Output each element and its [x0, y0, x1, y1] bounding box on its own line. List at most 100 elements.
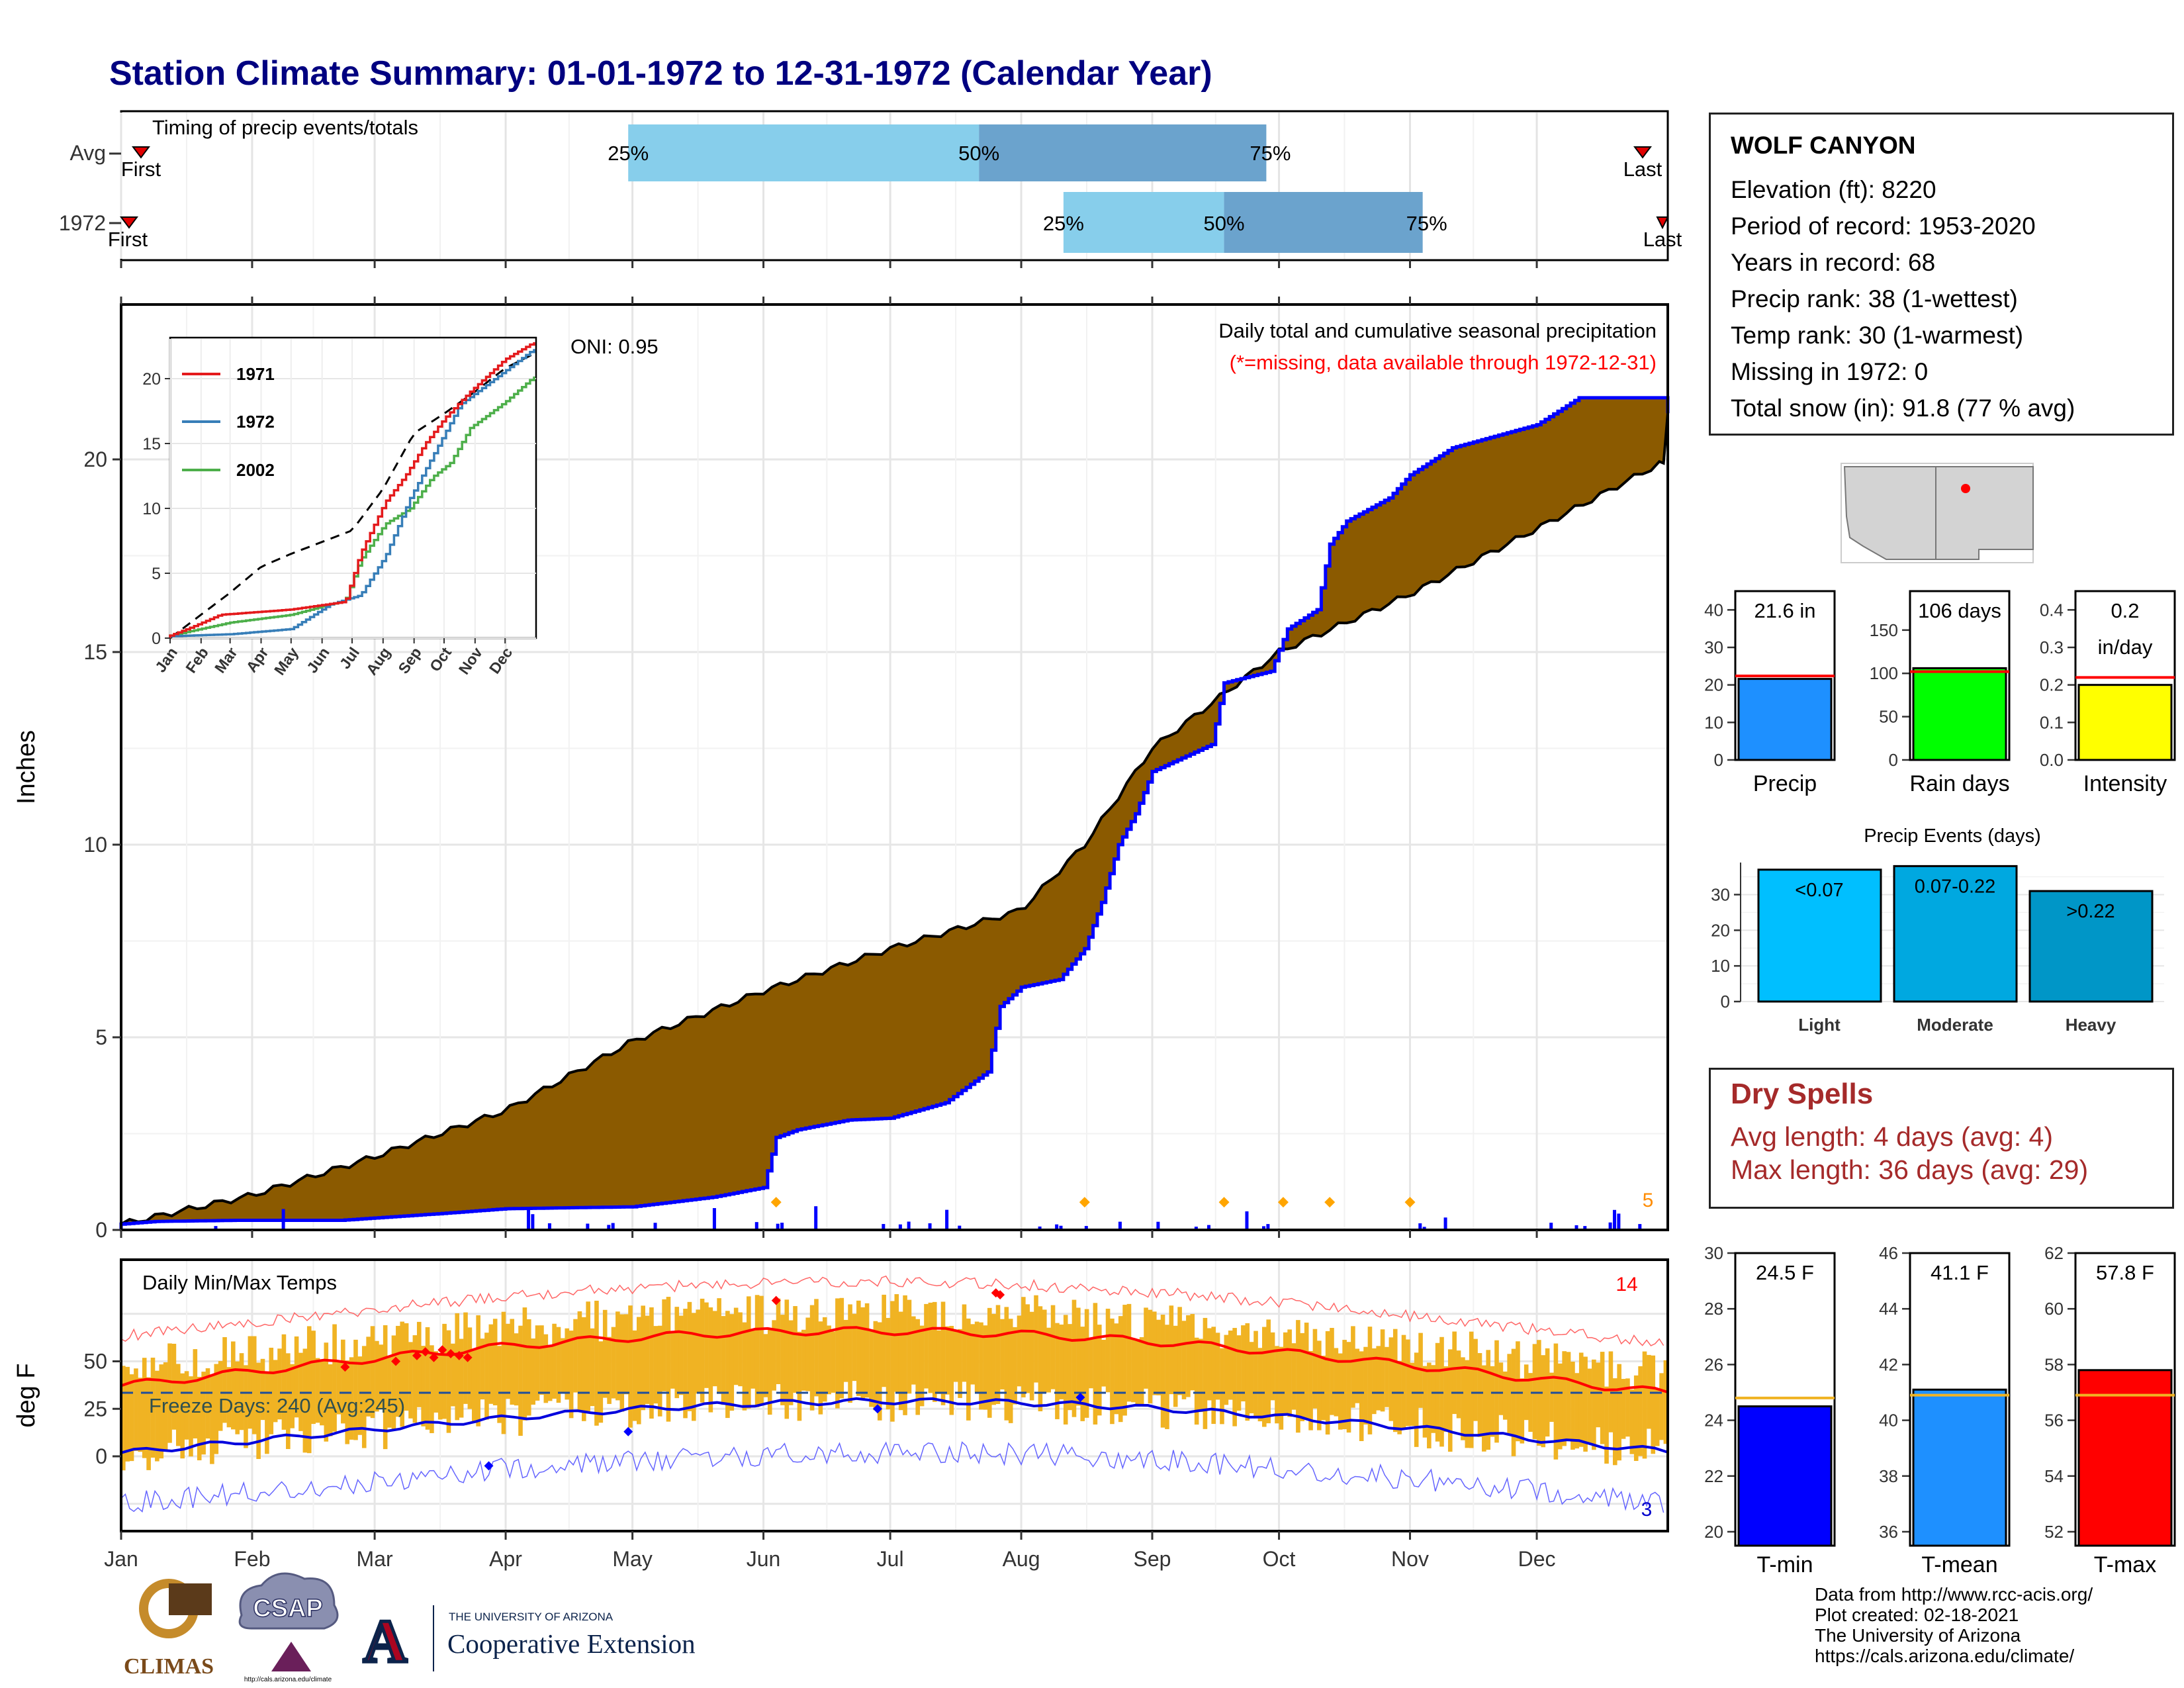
daily-precip-bar [586, 1223, 590, 1230]
daily-temp-bar [239, 1353, 244, 1430]
daily-precip-bar [1194, 1227, 1198, 1230]
precip-extreme-marker-icon [1324, 1197, 1336, 1208]
daily-temp-bar [1055, 1323, 1060, 1419]
climas-logo: CLIMAS [124, 1579, 214, 1679]
summary-y-tick-label: 30 [1704, 1243, 1723, 1263]
daily-temp-bar [248, 1336, 253, 1429]
daily-precip-bar [1207, 1225, 1211, 1230]
daily-precip-bar [531, 1214, 535, 1230]
daily-temp-bar [1545, 1348, 1550, 1437]
daily-temp-bar [742, 1322, 747, 1411]
daily-temp-bar [1220, 1348, 1224, 1425]
daily-temp-bar [683, 1309, 688, 1419]
daily-temp-bar [1342, 1340, 1347, 1430]
inset-legend-1972: 1972 [236, 412, 275, 432]
daily-temp-bar [1008, 1319, 1013, 1423]
daily-temp-bar [180, 1373, 185, 1459]
daily-temp-bar [1165, 1325, 1169, 1429]
station-name: WOLF CANYON [1731, 132, 1916, 159]
daily-temp-bar [1013, 1327, 1017, 1405]
daily-temp-bar [1520, 1378, 1525, 1444]
daily-temp-bar [451, 1343, 455, 1407]
ua-logo: A THE UNIVERSITY OF ARIZONA Cooperative … [361, 1605, 696, 1677]
summary-y-tick-label: 30 [1704, 637, 1723, 657]
precip-panel-title: Daily total and cumulative seasonal prec… [1218, 319, 1657, 342]
daily-temp-bar [1511, 1348, 1516, 1456]
daily-precip-bar [928, 1223, 932, 1230]
daily-temp-bar [176, 1364, 181, 1446]
record-low-count: 3 [1641, 1499, 1653, 1521]
daily-temp-bar [983, 1325, 988, 1410]
record-high-marker-icon [463, 1352, 473, 1362]
daily-temp-bar [747, 1296, 751, 1409]
summary-y-tick-label: 38 [1879, 1466, 1898, 1486]
daily-temp-bar [1300, 1333, 1305, 1421]
inset-legend: 1971 1972 2002 [182, 364, 275, 480]
daily-temp-bar [556, 1327, 561, 1403]
daily-temp-bar [1194, 1337, 1199, 1425]
daily-temp-bar [1578, 1352, 1584, 1447]
daily-temp-bar [193, 1349, 198, 1438]
daily-temp-bar [353, 1339, 358, 1440]
daily-temp-bar [641, 1305, 645, 1411]
summary-y-tick-label: 52 [2044, 1522, 2064, 1542]
daily-temp-bar [492, 1319, 498, 1405]
summary-y-tick-label: 40 [1704, 600, 1723, 620]
daily-temp-bar [974, 1321, 979, 1392]
daily-precip-bar [1038, 1226, 1042, 1230]
month-tick-label: Aug [1003, 1547, 1040, 1571]
summary-y-tick-label: 20 [1704, 1522, 1723, 1542]
record-high-line [120, 1275, 1664, 1346]
daily-temp-bar [772, 1320, 776, 1391]
daily-temp-bar [586, 1301, 590, 1412]
daily-temp-bar [1325, 1331, 1330, 1435]
daily-temp-bar [214, 1364, 219, 1454]
summary-axis-label: T-min [1757, 1552, 1813, 1577]
daily-temp-bar [573, 1319, 578, 1393]
daily-temp-bar [277, 1348, 282, 1420]
daily-temp-bar [725, 1311, 730, 1419]
daily-temp-bar [383, 1325, 388, 1450]
daily-temp-bar [1621, 1379, 1626, 1439]
daily-temp-bar [1507, 1354, 1512, 1436]
dry-spells-max: Max length: 36 days (avg: 29) [1731, 1154, 2089, 1185]
daily-temp-bar [953, 1330, 958, 1382]
daily-precip-bar [526, 1207, 530, 1230]
daily-temp-bar [733, 1307, 739, 1385]
daily-temp-bar [678, 1315, 684, 1395]
daily-temp-bar [1456, 1350, 1461, 1419]
daily-temp-bar [1156, 1319, 1161, 1395]
daily-precip-bar [611, 1223, 615, 1230]
daily-temp-bar [1122, 1305, 1127, 1416]
daily-temp-bar [577, 1311, 582, 1412]
daily-temp-bar [222, 1336, 227, 1423]
daily-temp-bar [1388, 1337, 1394, 1421]
daily-temp-bar [260, 1358, 265, 1421]
daily-temp-bar [987, 1307, 992, 1418]
precip-extreme-marker-icon [770, 1197, 782, 1208]
avg-low-line [120, 1397, 1668, 1454]
precip-events-title: Precip Events (days) [1864, 825, 2041, 847]
daily-temp-bar [1359, 1351, 1364, 1442]
summary-value-label: 106 days [1918, 599, 2001, 622]
daily-temp-bar [712, 1311, 717, 1387]
timing-bars: 25% 50% 75% 25% 50% 75% [109, 124, 1669, 253]
daily-temp-bar [1406, 1339, 1410, 1427]
daily-temp-bar [1000, 1319, 1005, 1389]
daily-temp-bar [1659, 1373, 1664, 1440]
daily-temp-bar [903, 1295, 907, 1415]
daily-temp-bar [1465, 1360, 1470, 1448]
dry-spells-title: Dry Spells [1731, 1078, 1874, 1110]
daily-temp-bar [1380, 1329, 1385, 1412]
summary-y-tick-label: 28 [1704, 1299, 1723, 1319]
ua-small-text: THE UNIVERSITY OF ARIZONA [449, 1611, 614, 1623]
daily-temp-bar [552, 1323, 557, 1399]
record-low-marker-icon [1075, 1393, 1085, 1403]
oni-label: ONI: 0.95 [570, 335, 659, 358]
summary-y-tick-label: 60 [2044, 1299, 2064, 1319]
daily-temp-bar [763, 1334, 768, 1397]
daily-temp-bar [197, 1376, 202, 1461]
month-tick-label: Dec [1518, 1547, 1556, 1571]
daily-temp-bar [1346, 1342, 1351, 1433]
daily-temp-bar [1093, 1303, 1098, 1425]
